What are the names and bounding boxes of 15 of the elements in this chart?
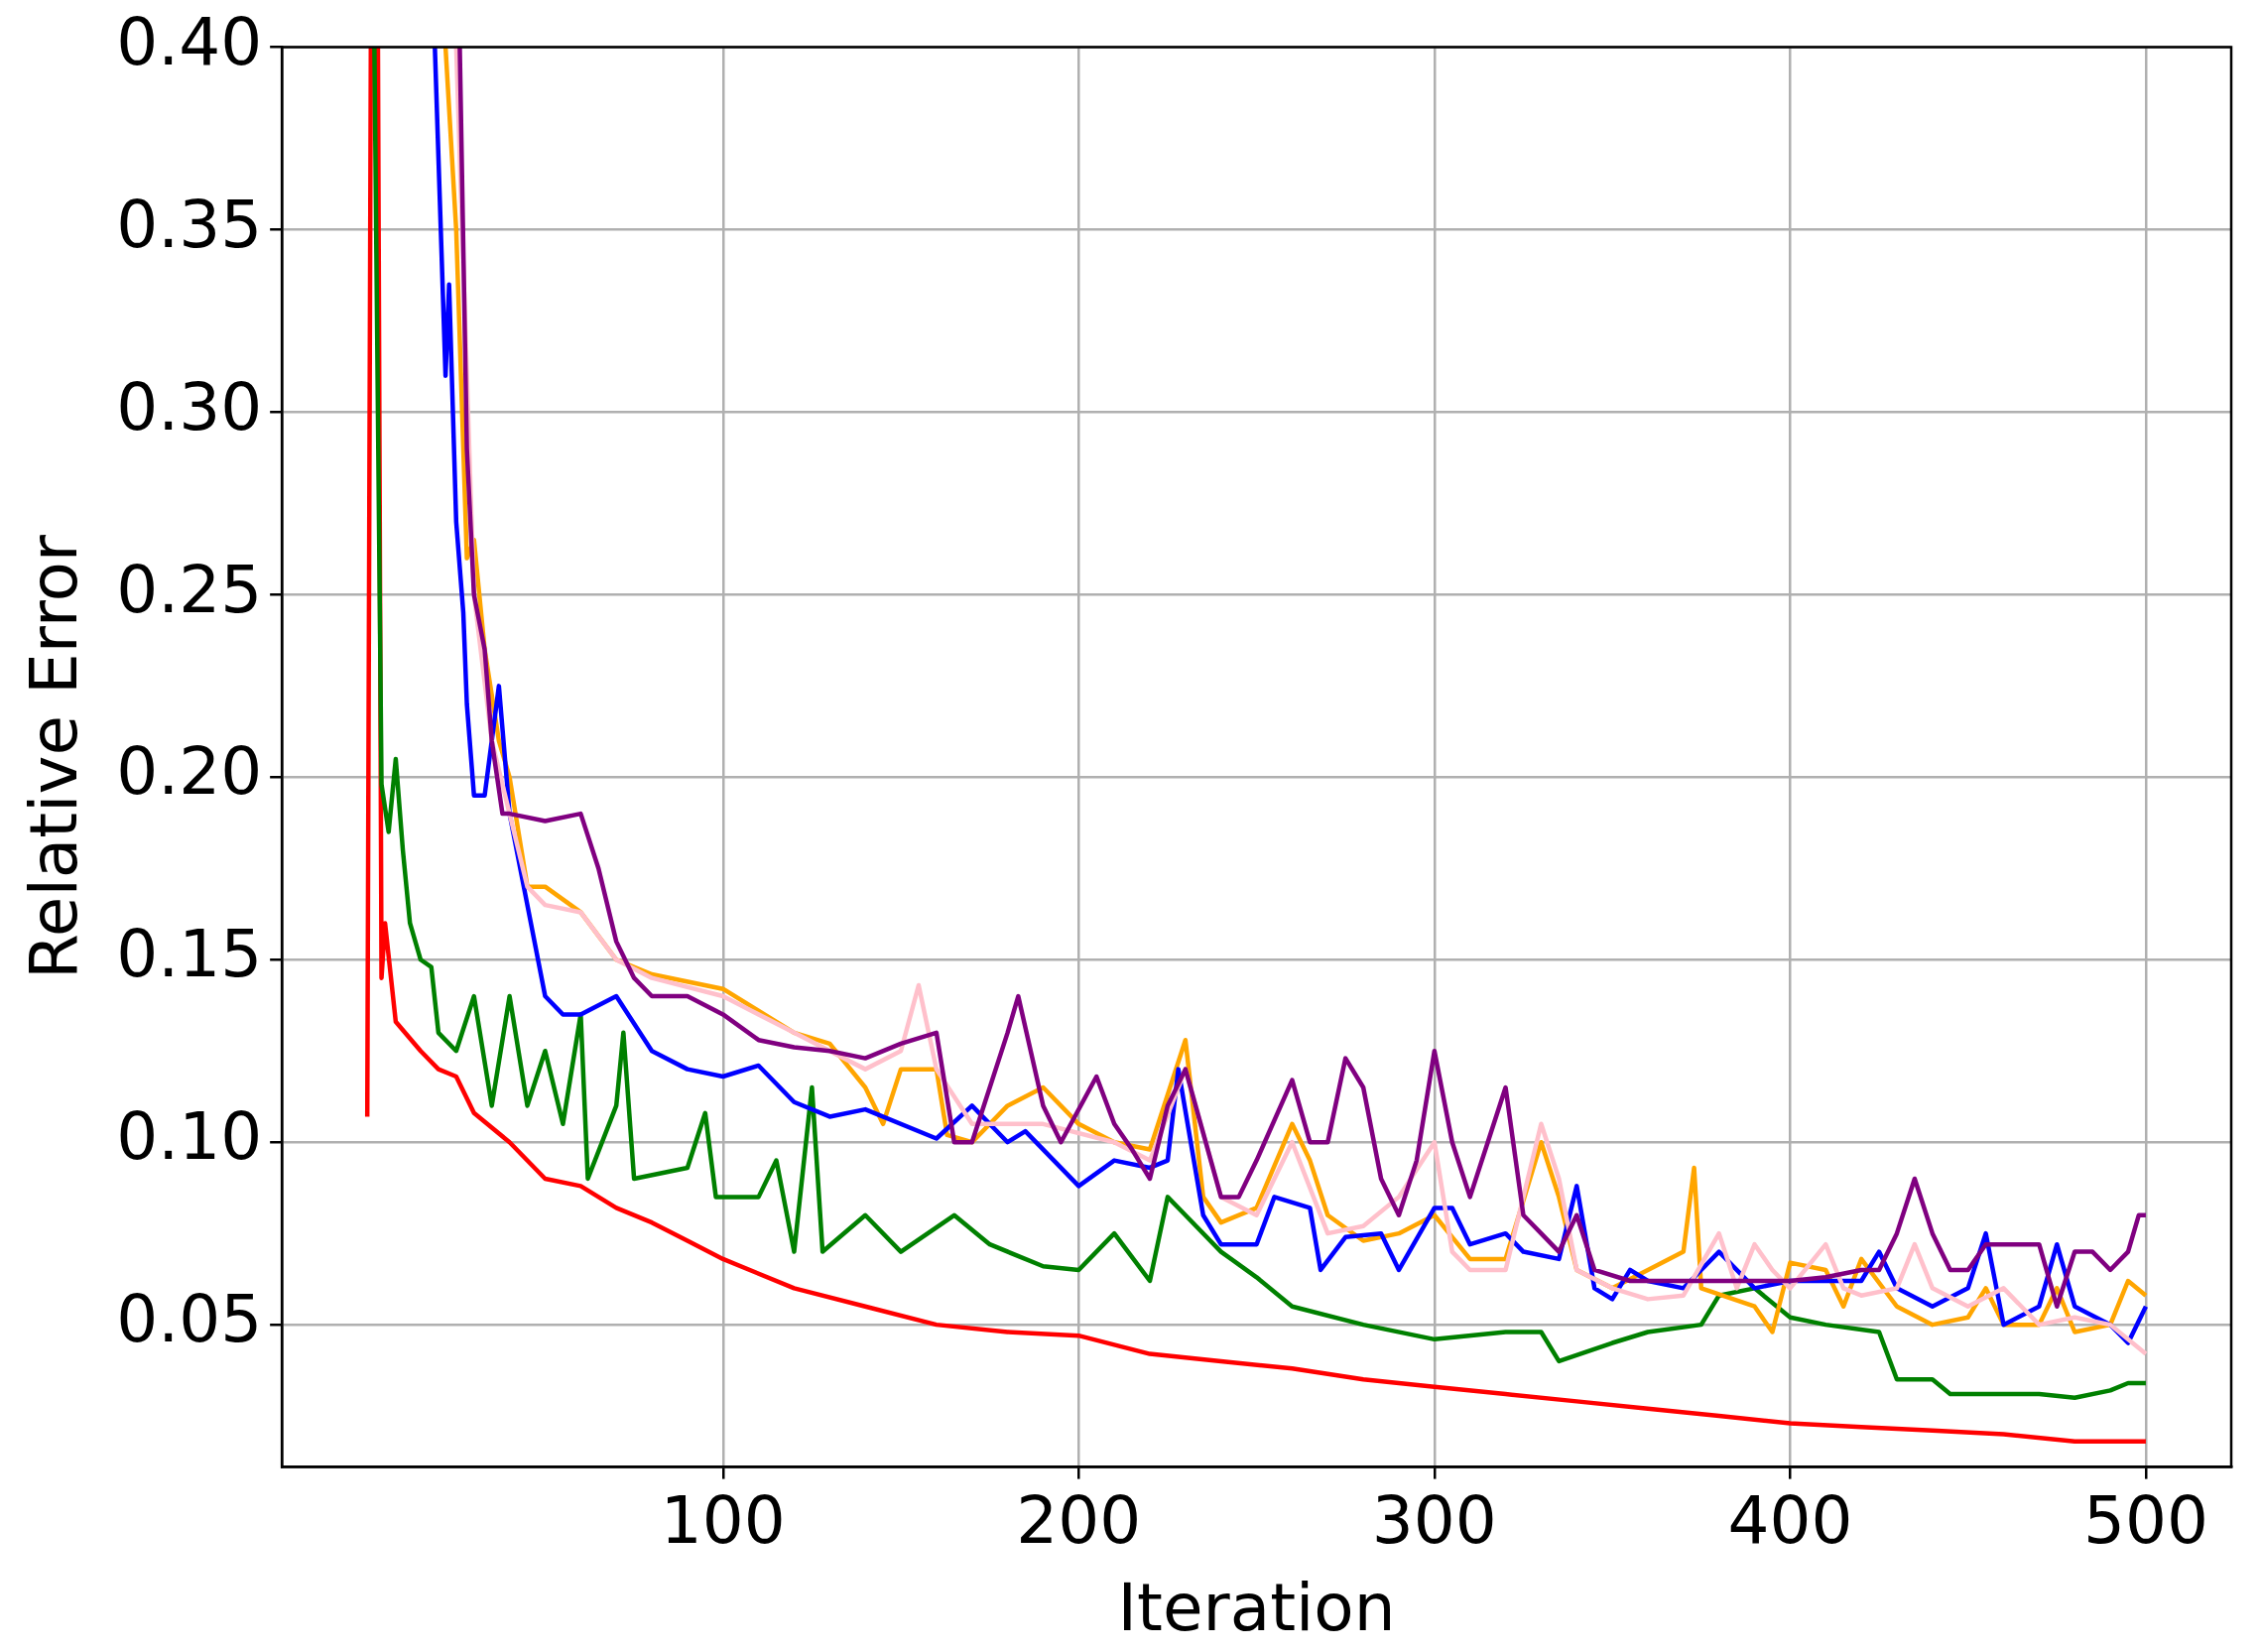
x-tick-label: 200: [1016, 1482, 1142, 1560]
y-tick-label: 0.30: [116, 368, 263, 445]
x-tick-label: 400: [1727, 1482, 1853, 1560]
x-tick-label: 100: [660, 1482, 786, 1560]
y-tick-label: 0.15: [116, 916, 263, 993]
y-tick-label: 0.35: [116, 186, 263, 263]
y-tick-label: 0.25: [116, 551, 263, 628]
y-tick-label: 0.40: [116, 3, 263, 80]
y-axis-title: Relative Error: [15, 534, 92, 980]
y-tick-label: 0.05: [116, 1281, 263, 1358]
x-axis-title: Iteration: [1117, 1569, 1396, 1646]
y-tick-label: 0.10: [116, 1098, 263, 1176]
x-tick-label: 500: [2082, 1482, 2208, 1560]
x-tick-label: 300: [1371, 1482, 1497, 1560]
y-tick-label: 0.20: [116, 733, 263, 811]
